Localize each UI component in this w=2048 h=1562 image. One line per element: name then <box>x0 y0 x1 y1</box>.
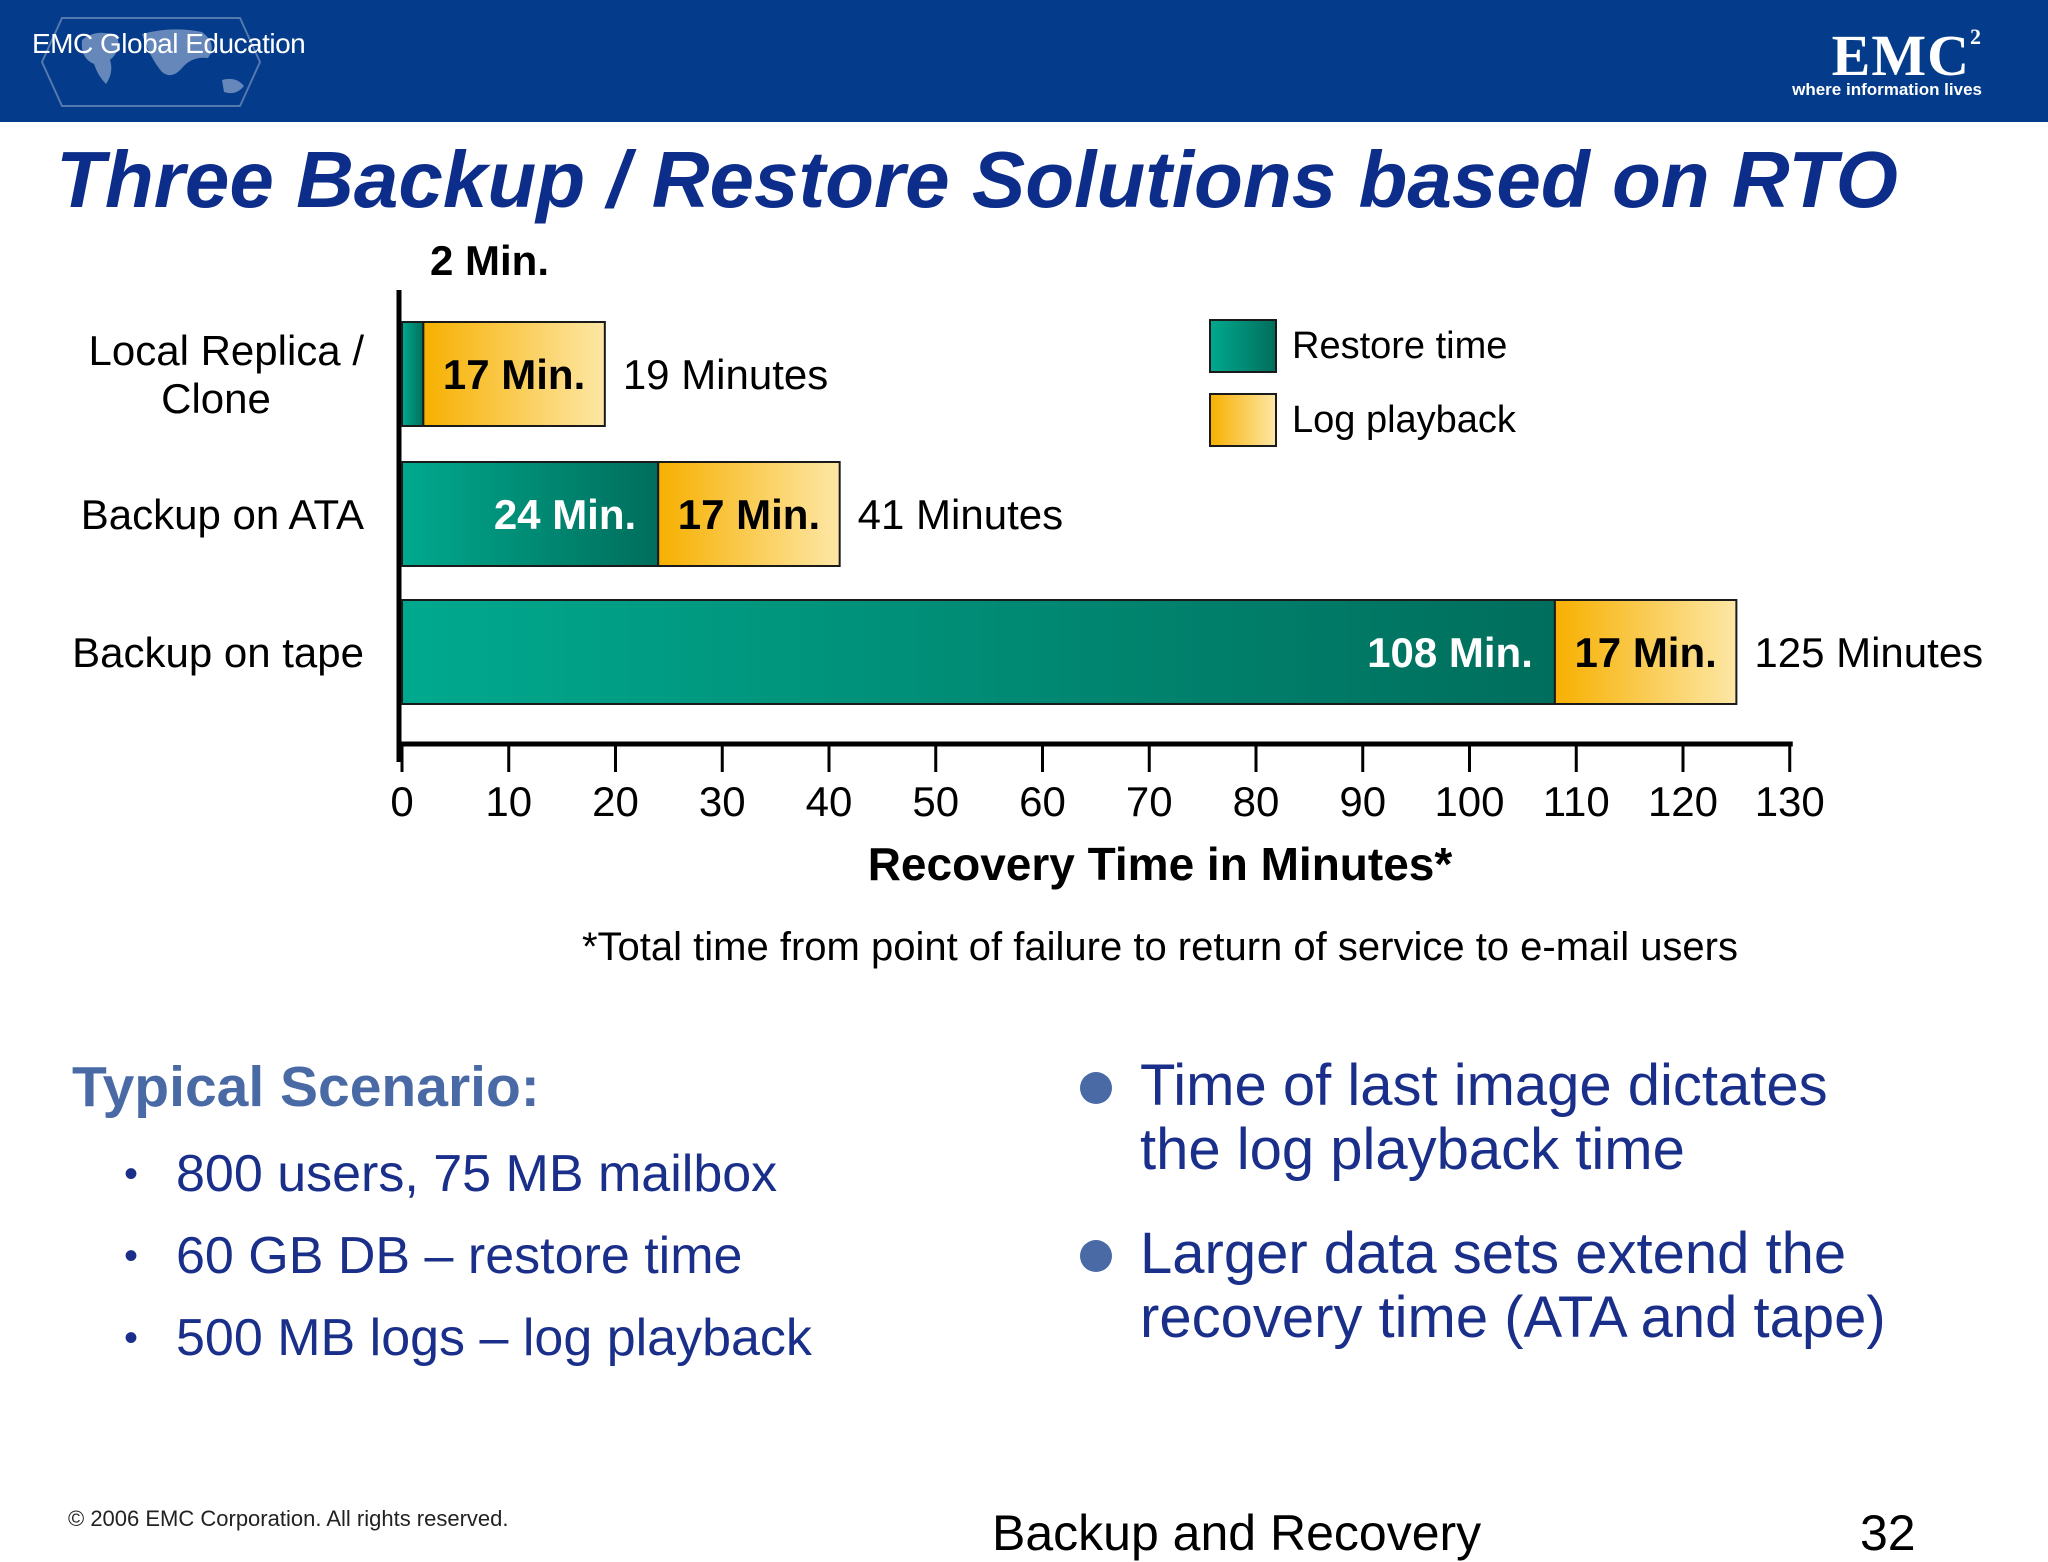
x-tick-label: 130 <box>1755 778 1825 825</box>
bar-log-1 <box>657 461 841 567</box>
emc-logo: EMC2 <box>1832 22 1982 89</box>
category-label: Local Replica / <box>89 327 365 374</box>
bullet-dot-icon <box>1080 1072 1112 1104</box>
scenario-item-text: 800 users, 75 MB mailbox <box>176 1145 778 1203</box>
total-label: 41 Minutes <box>858 491 1063 538</box>
data-label: 17 Min. <box>678 491 820 538</box>
key-point-line: Time of last image dictates <box>1140 1053 1828 1118</box>
data-label: 108 Min. <box>1367 629 1533 676</box>
slide-title: Three Backup / Restore Solutions based o… <box>56 135 1898 224</box>
x-tick-label: 70 <box>1126 778 1173 825</box>
scenario-list: • 800 users, 75 MB mailbox • 60 GB DB – re… <box>120 1140 812 1386</box>
x-axis-label: Recovery Time in Minutes* <box>868 838 1453 890</box>
x-tick-label: 40 <box>806 778 853 825</box>
key-point: Time of last image dictates the log playb… <box>1074 1054 1886 1182</box>
bar-restore-0 <box>401 321 425 427</box>
data-label: 24 Min. <box>494 491 636 538</box>
scenario-item-text: 60 GB DB – restore time <box>176 1227 743 1285</box>
key-point-line: recovery time (ATA and tape) <box>1140 1285 1886 1350</box>
bar-restore-1 <box>401 461 660 567</box>
bullet-dot: • <box>124 1152 139 1196</box>
data-label: 17 Min. <box>1574 629 1716 676</box>
legend-label: Log playback <box>1292 399 1517 441</box>
bullet-dot: • <box>124 1234 139 1278</box>
legend-label: Restore time <box>1292 325 1507 367</box>
x-tick-label: 60 <box>1019 778 1066 825</box>
key-point: Larger data sets extend the recovery time… <box>1074 1222 1886 1350</box>
x-tick-label: 100 <box>1434 778 1504 825</box>
scenario-item: • 500 MB logs – log playback <box>120 1304 812 1386</box>
edu-label: EMC Global Education <box>32 28 306 59</box>
x-tick-label: 0 <box>390 778 413 825</box>
data-label: 2 Min. <box>430 237 549 284</box>
emc-logo-superscript: 2 <box>1970 24 1982 49</box>
scenario-item-text: 500 MB logs – log playback <box>176 1309 812 1367</box>
x-tick-label: 120 <box>1648 778 1718 825</box>
copyright: © 2006 EMC Corporation. All rights reser… <box>68 1506 509 1531</box>
recovery-time-chart: 19 Minutes Local Replica /Clone 41 Minutes… <box>72 237 1983 969</box>
emc-logo-text: EMC <box>1831 23 1970 88</box>
x-tick-label: 30 <box>699 778 746 825</box>
key-points-list: Time of last image dictates the log playb… <box>1074 1054 1886 1390</box>
category-label: Backup on ATA <box>81 491 364 538</box>
header-band: EMC Global Education EMC2 where informat… <box>0 0 2048 122</box>
bar-restore-2 <box>401 599 1556 705</box>
category-label: Clone <box>161 375 271 422</box>
x-tick-label: 110 <box>1543 778 1610 825</box>
key-point-line: Larger data sets extend the <box>1140 1221 1847 1286</box>
legend-swatch <box>1209 319 1277 373</box>
globe-icon <box>40 17 262 107</box>
emc-tagline: where information lives <box>1792 80 1982 99</box>
category-label: Backup on tape <box>72 629 364 676</box>
bullet-dot-icon <box>1080 1240 1112 1272</box>
x-tick-label: 10 <box>485 778 532 825</box>
bar-log-2 <box>1553 599 1738 705</box>
scenario-item: • 60 GB DB – restore time <box>120 1222 812 1304</box>
x-tick-label: 80 <box>1233 778 1280 825</box>
data-label: 17 Min. <box>443 351 585 398</box>
bar-log-0 <box>422 321 606 427</box>
x-tick-label: 20 <box>592 778 639 825</box>
legend-swatch <box>1209 393 1277 447</box>
total-label: 19 Minutes <box>623 351 828 398</box>
scenario-item: • 800 users, 75 MB mailbox <box>120 1140 812 1222</box>
total-label: 125 Minutes <box>1754 629 1983 676</box>
chart-footnote: *Total time from point of failure to ret… <box>582 925 1738 969</box>
key-point-line: the log playback time <box>1140 1117 1685 1182</box>
course-title: Backup and Recovery <box>992 1505 1482 1561</box>
scenario-title: Typical Scenario: <box>72 1055 540 1119</box>
x-tick-label: 90 <box>1339 778 1386 825</box>
x-tick-label: 50 <box>912 778 959 825</box>
page-number: 32 <box>1860 1505 1916 1561</box>
bullet-dot: • <box>124 1316 139 1360</box>
